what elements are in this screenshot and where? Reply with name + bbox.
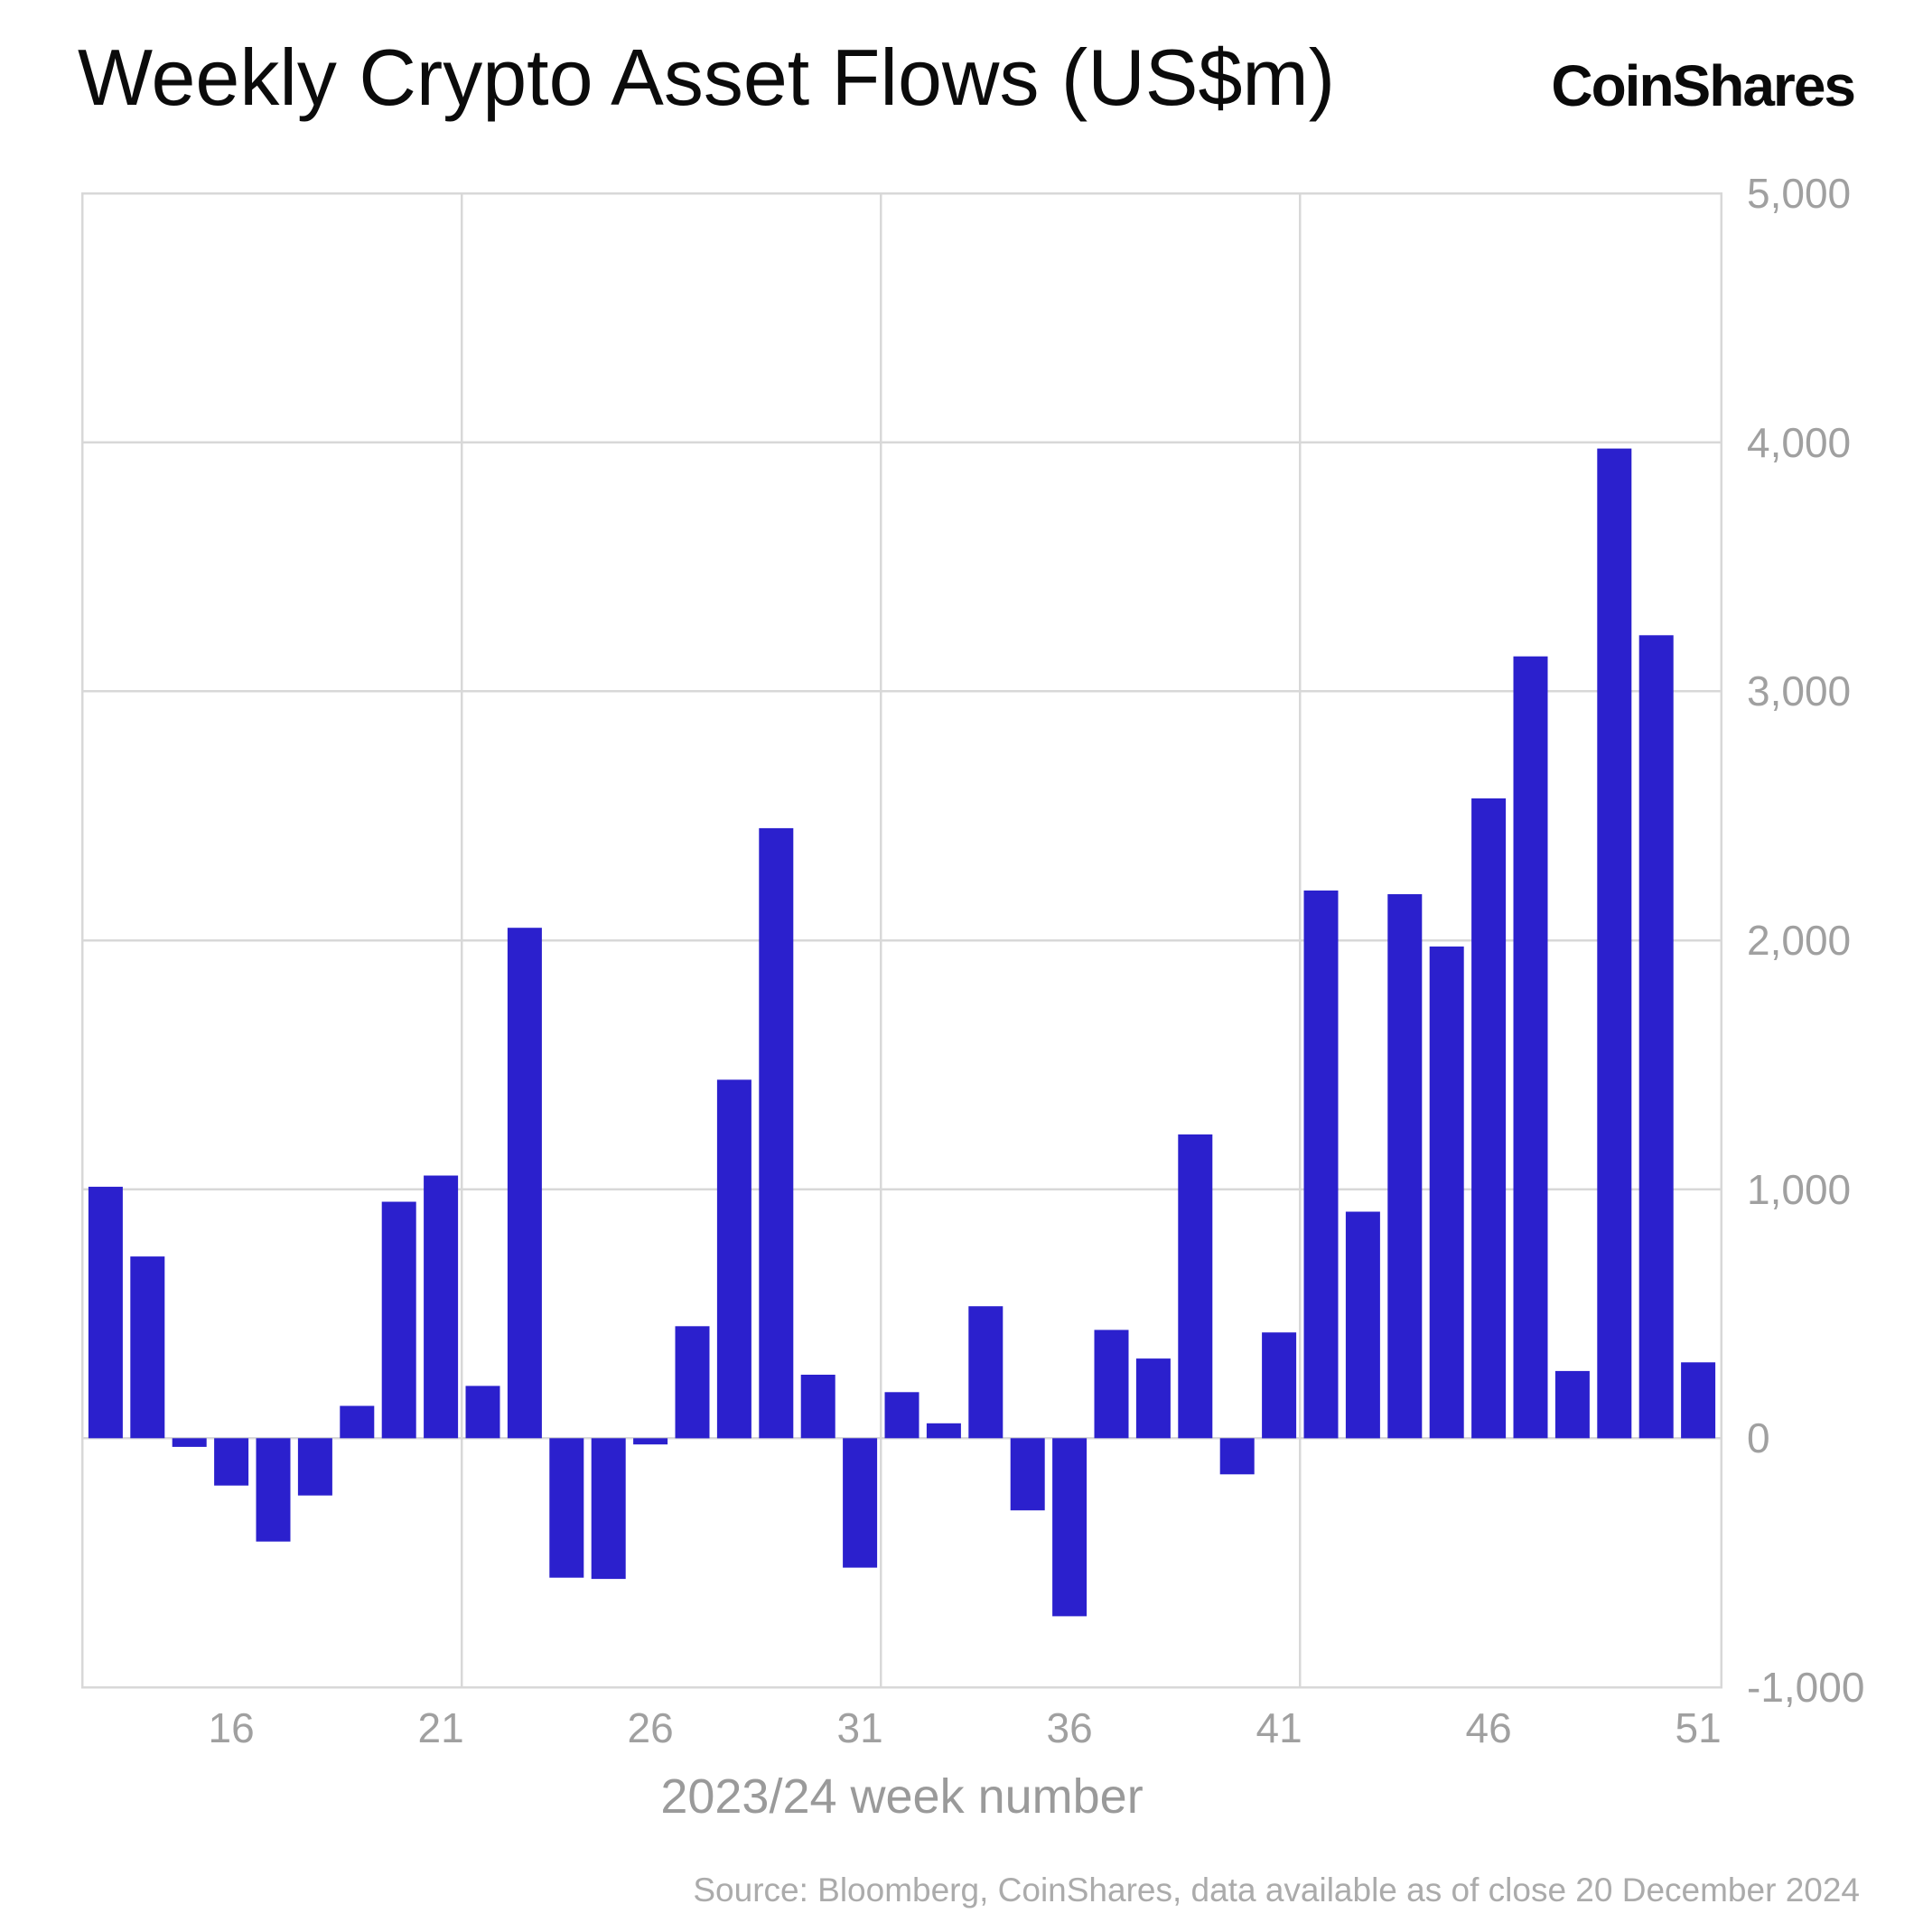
y-tick-label: 5,000 [1747,170,1852,217]
y-tick-label: 3,000 [1747,667,1852,715]
bar-week-24 [549,1438,584,1578]
bar-week-50 [1638,635,1674,1439]
bar-week-13 [88,1186,123,1439]
bar-week-22 [465,1386,500,1439]
bar-week-38 [1135,1358,1171,1439]
bar-week-15 [172,1438,207,1447]
bar-week-44 [1387,894,1423,1439]
y-tick-label: 1,000 [1747,1165,1852,1213]
x-tick-label: 46 [1465,1704,1512,1751]
x-axis-title: 2023/24 week number [660,1769,1144,1824]
x-tick-label: 51 [1675,1704,1722,1751]
bar-week-46 [1471,798,1507,1439]
bar-week-34 [968,1306,1004,1439]
bar-week-17 [256,1438,291,1542]
bar-week-41 [1262,1332,1297,1439]
bar-week-29 [759,827,794,1439]
bar-week-40 [1219,1438,1255,1475]
bar-week-33 [926,1423,961,1439]
chart-title: Weekly Crypto Asset Flows (US$m) [78,33,1336,122]
x-tick-label: 36 [1046,1704,1093,1751]
bar-week-23 [507,928,542,1439]
y-tick-label: 0 [1747,1414,1770,1462]
x-tick-label: 21 [417,1704,464,1751]
bar-week-19 [340,1405,375,1439]
bar-week-36 [1052,1438,1088,1617]
bar-week-42 [1303,890,1339,1439]
bar-week-43 [1345,1211,1380,1439]
x-tick-label: 41 [1256,1704,1302,1751]
bar-week-30 [800,1375,835,1439]
bar-week-32 [884,1392,919,1439]
bar-week-25 [591,1438,626,1580]
bar-week-27 [675,1326,710,1439]
bar-week-26 [633,1438,668,1445]
bar-week-37 [1094,1330,1129,1439]
bar-week-39 [1178,1134,1213,1439]
bar-week-47 [1513,656,1548,1439]
bar-week-48 [1554,1370,1590,1439]
y-tick-label: -1,000 [1747,1664,1865,1711]
bar-chart [81,191,1722,1689]
bar-week-21 [424,1175,459,1439]
x-tick-label: 16 [208,1704,255,1751]
bar-week-51 [1681,1362,1716,1439]
bar-week-45 [1429,946,1464,1439]
source-note: Source: Bloomberg, CoinShares, data avai… [693,1871,1860,1909]
chart-plot-area [81,191,1722,1689]
bar-week-20 [381,1201,416,1439]
bar-week-31 [843,1438,878,1568]
x-tick-label: 26 [627,1704,674,1751]
y-tick-label: 2,000 [1747,917,1852,964]
x-tick-label: 31 [836,1704,883,1751]
bar-week-18 [297,1438,332,1496]
bar-week-14 [130,1256,165,1439]
bar-week-49 [1597,448,1632,1439]
y-tick-label: 4,000 [1747,418,1852,466]
bar-week-16 [214,1438,249,1486]
coinshares-logo: CoinShares [1551,53,1856,118]
bar-week-35 [1010,1438,1045,1511]
bar-week-28 [716,1079,751,1439]
